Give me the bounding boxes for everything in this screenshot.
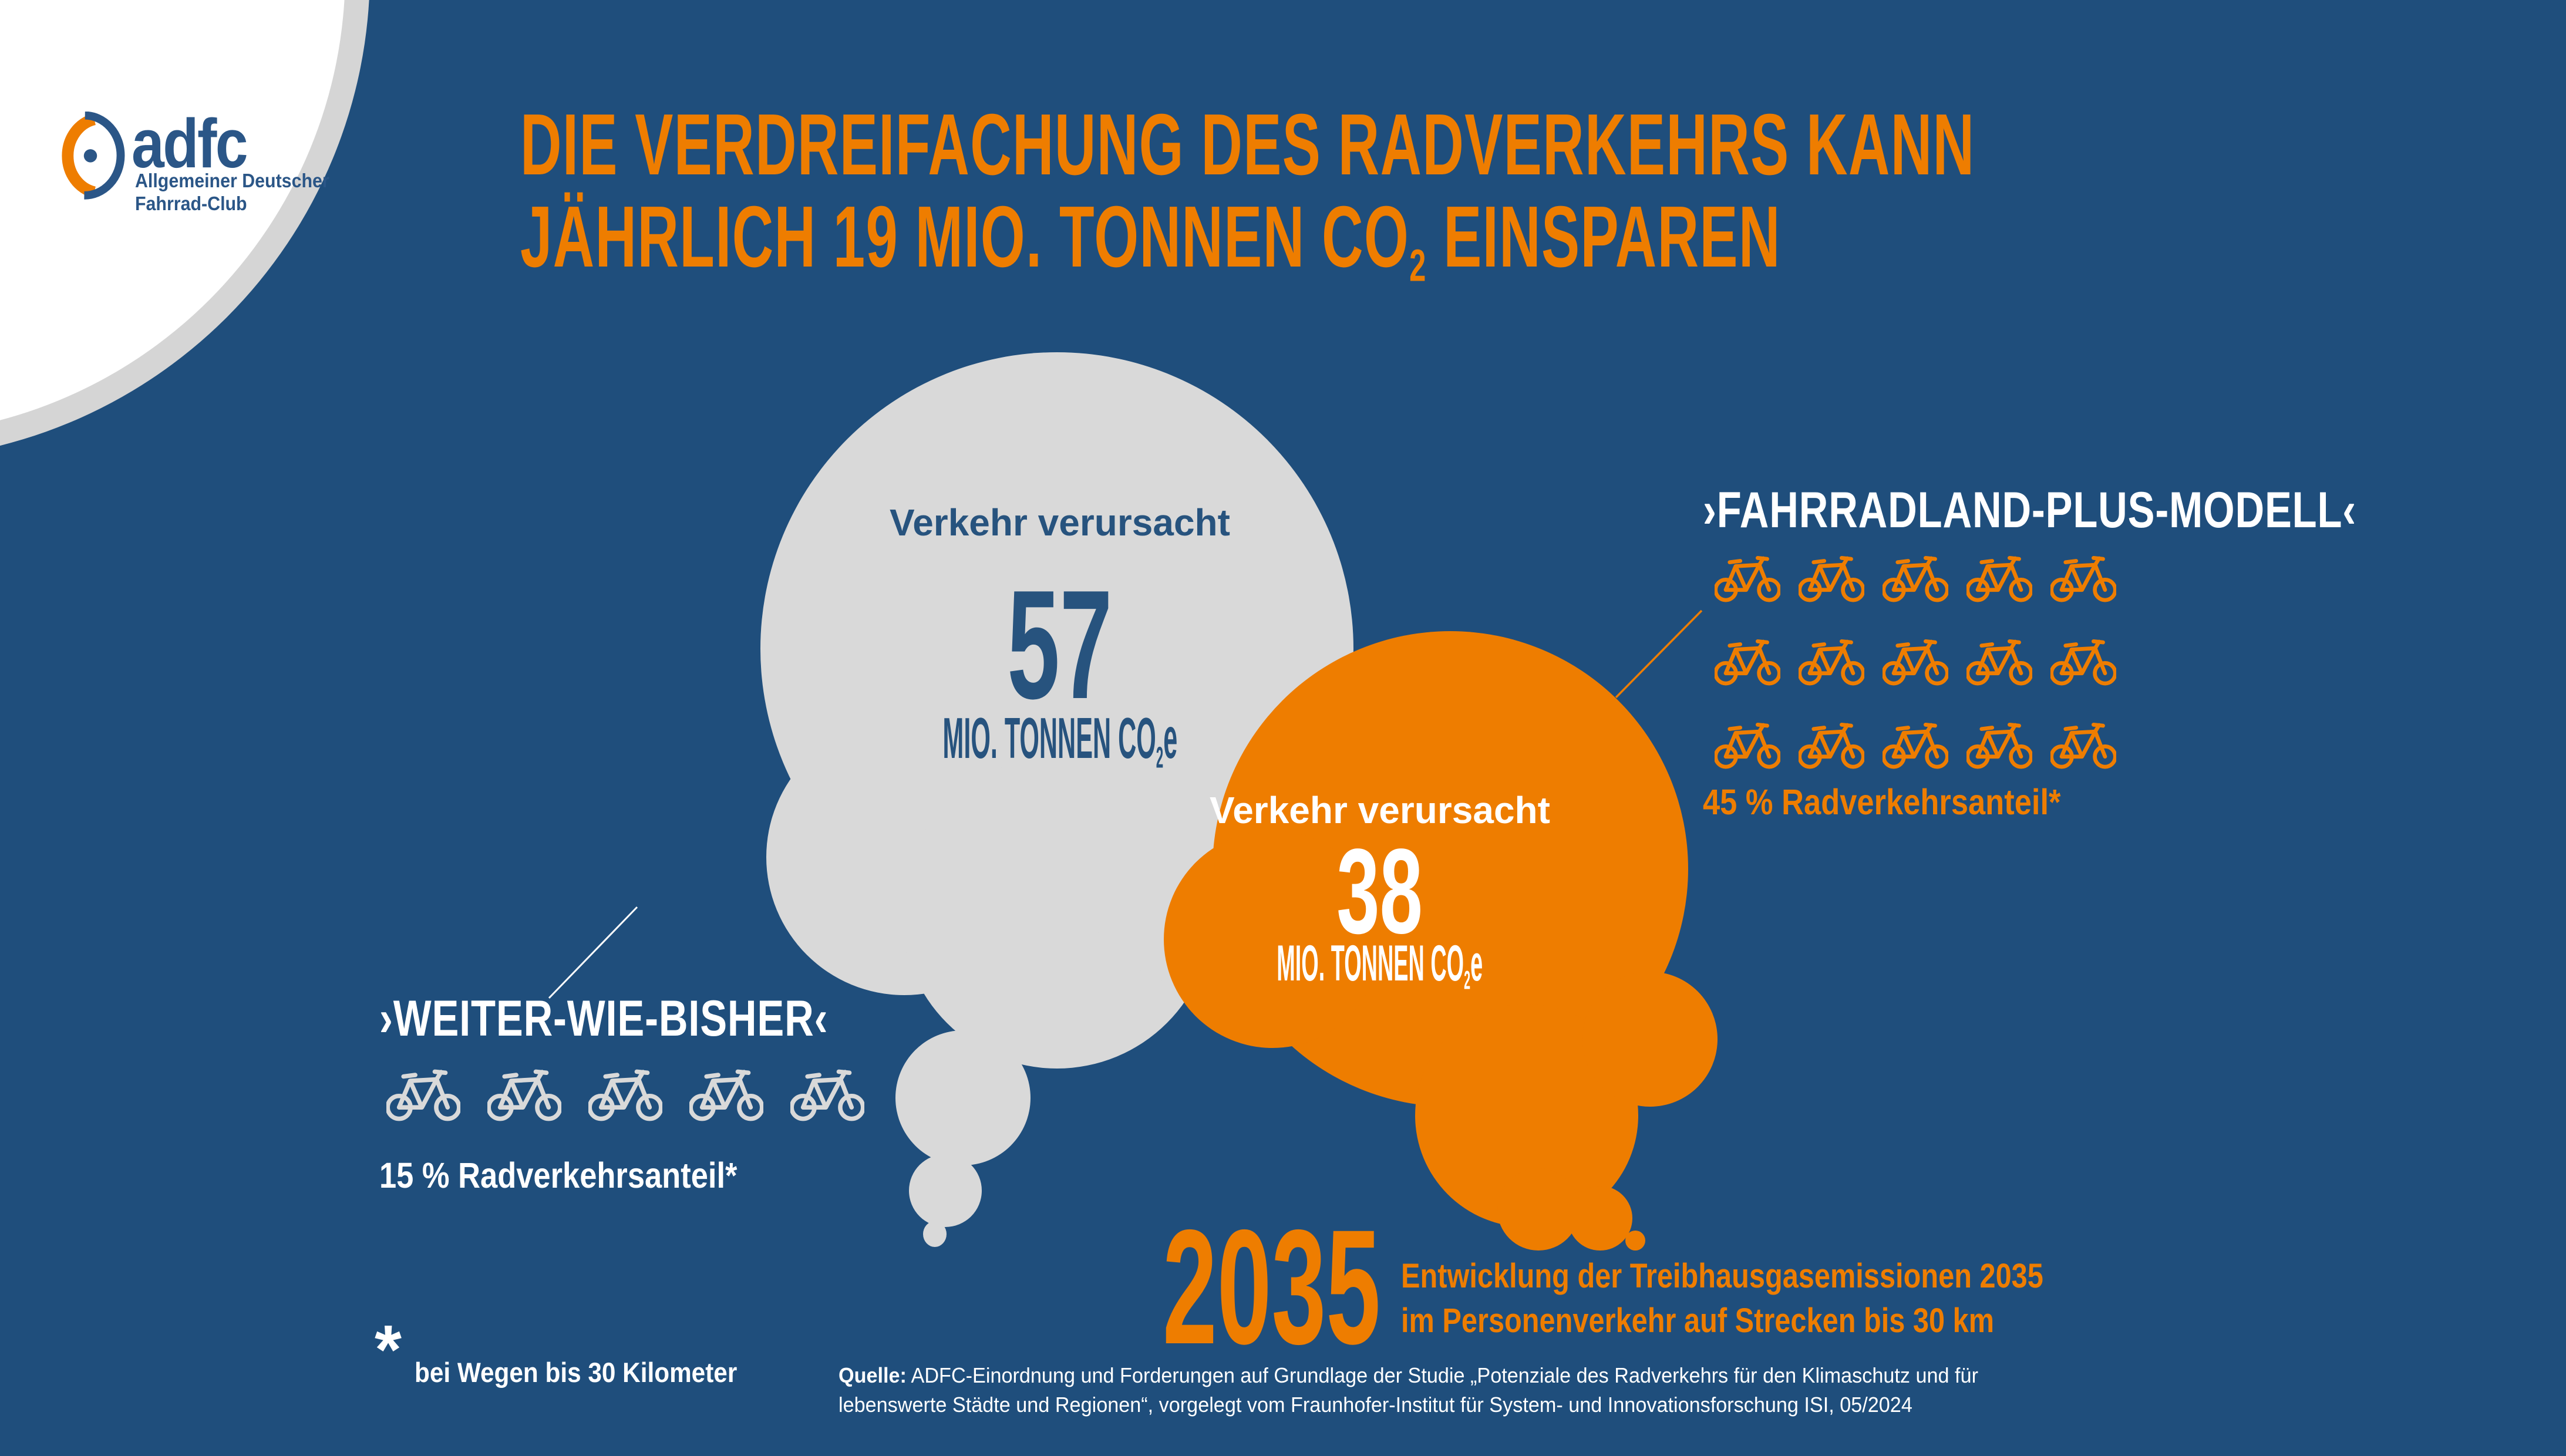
co2-subscript: 2 (1156, 740, 1163, 774)
logo-subtitle-line2: Fahrrad-Club (135, 193, 247, 214)
bicycle-icon (1799, 723, 1864, 769)
scenario-right-label: ›FAHRRADLAND-PLUS-MODELL‹ (1703, 482, 2357, 538)
source-label: Quelle: (839, 1363, 907, 1387)
bicycle-icon (1883, 556, 1948, 602)
bicycle-icon (1715, 639, 1780, 686)
bicycle-icon (1966, 556, 2032, 602)
bicycle-icon (2050, 556, 2116, 602)
logo-subtitle-line1: Allgemeiner Deutscher (135, 170, 329, 191)
logo-brand-text: adfc (132, 105, 248, 183)
left-pointer-line (548, 906, 638, 999)
bicycle-icon (2050, 723, 2116, 769)
bike-pictogram-grid-left (386, 1066, 864, 1121)
source-note: Quelle: ADFC-Einordnung und Forderungen … (839, 1361, 1978, 1420)
gray-cloud-value: 57 (1007, 558, 1113, 731)
bicycle-icon (1883, 639, 1948, 686)
page-title: DIE VERDREIFACHUNG DES RADVERKEHRS KANN … (520, 99, 2566, 312)
right-pointer-line (1615, 609, 1703, 699)
bicycle-icon (1799, 556, 1864, 602)
bicycle-icon (1966, 723, 2032, 769)
year-description: Entwicklung der Treibhausgasemissionen 2… (1401, 1254, 2166, 1343)
orange-cloud-value: 38 (1336, 824, 1423, 959)
year-description-line2: im Personenverkehr auf Strecken bis 30 k… (1401, 1302, 1995, 1340)
scenario-left-label: ›WEITER-WIE-BISHER‹ (379, 990, 829, 1047)
page-title-line1: DIE VERDREIFACHUNG DES RADVERKEHRS KANN (520, 96, 1975, 193)
co2-subscript: 2 (1464, 966, 1471, 995)
bicycle-icon (1966, 639, 2032, 686)
source-line1: Quelle: ADFC-Einordnung und Forderungen … (839, 1363, 1978, 1387)
gray-cloud-tail-bump-2 (909, 1154, 982, 1227)
orange-cloud-tail-dot (1625, 1231, 1645, 1251)
bicycle-icon (1883, 723, 1948, 769)
page-title-line2: JÄHRLICH 19 MIO. TONNEN CO2 EINSPAREN (520, 188, 1781, 291)
bicycle-icon (386, 1069, 460, 1121)
source-line2: lebenswerte Städte und Regionen“, vorgel… (839, 1393, 1912, 1417)
gray-cloud-intro: Verkehr verursacht (890, 501, 1230, 544)
bike-pictogram-grid-right (1715, 553, 2116, 769)
footnote-text: bei Wegen bis 30 Kilometer (415, 1357, 738, 1388)
bicycle-icon (487, 1069, 561, 1121)
bicycle-icon (2050, 639, 2116, 686)
scenario-right-share: 45 % Radverkehrsanteil* (1703, 782, 2061, 822)
scenario-left-share: 15 % Radverkehrsanteil* (379, 1155, 738, 1195)
orange-cloud-tail-bump-1 (1497, 1168, 1580, 1251)
bicycle-icon (1715, 723, 1780, 769)
bicycle-icon (689, 1069, 763, 1121)
orange-cloud-intro: Verkehr verursacht (1210, 789, 1550, 831)
footnote-asterisk: * (375, 1311, 402, 1388)
bicycle-icon (790, 1069, 864, 1121)
logo-subtitle: Allgemeiner Deutscher Fahrrad-Club (135, 169, 329, 215)
gray-cloud-tail-dot (923, 1221, 947, 1247)
orange-cloud-tail-bump-2 (1568, 1186, 1632, 1251)
bicycle-icon (1799, 639, 1864, 686)
gray-cloud-tail-bump-1 (895, 1030, 1031, 1165)
co2-subscript: 2 (1409, 240, 1427, 291)
gray-cloud-unit: MIO. TONNEN CO2e (942, 706, 1177, 774)
bicycle-icon (588, 1069, 662, 1121)
year-description-line1: Entwicklung der Treibhausgasemissionen 2… (1401, 1257, 2043, 1295)
bicycle-icon (1715, 556, 1780, 602)
year-label: 2035 (1163, 1195, 1381, 1378)
adfc-wheel-logo-icon (62, 112, 125, 200)
orange-cloud-unit: MIO. TONNEN CO2e (1277, 935, 1483, 995)
